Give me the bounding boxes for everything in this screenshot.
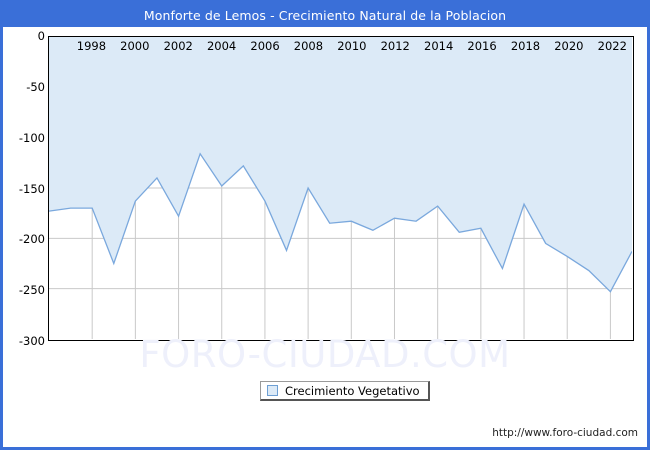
x-tick-label: 2018 <box>510 39 541 53</box>
plot-area <box>48 36 634 341</box>
page-title: Monforte de Lemos - Crecimiento Natural … <box>143 7 507 23</box>
x-tick-label: 1998 <box>76 39 107 53</box>
x-tick-label: 2000 <box>120 39 150 53</box>
x-tick-label: 2008 <box>293 39 324 53</box>
chart-svg <box>49 37 632 339</box>
data-line <box>49 152 632 293</box>
y-tick-label: -250 <box>18 283 45 298</box>
chart-legend[interactable]: Crecimiento Vegetativo <box>260 381 430 401</box>
legend-swatch-icon <box>267 385 278 396</box>
legend-label: Crecimiento Vegetativo <box>285 383 420 398</box>
y-tick-label: -200 <box>18 232 45 247</box>
y-axis-labels: 0 -50 -100 -150 -200 -250 -300 <box>3 3 45 453</box>
window-title-bar: Monforte de Lemos - Crecimiento Natural … <box>3 3 647 27</box>
x-tick-label: 2010 <box>337 39 367 53</box>
x-tick-label: 2002 <box>163 39 193 53</box>
x-tick-label: 2006 <box>250 39 280 53</box>
x-tick-label: 2016 <box>467 39 497 53</box>
x-tick-label: 2020 <box>554 39 584 53</box>
x-tick-label: 2004 <box>206 39 237 53</box>
x-tick-label: 2014 <box>424 39 454 53</box>
x-tick-label: 2022 <box>597 39 627 53</box>
y-tick-label: -50 <box>26 79 45 94</box>
y-tick-label: -150 <box>18 181 45 196</box>
footer-url: http://www.foro-ciudad.com <box>492 427 638 439</box>
area-fill <box>49 37 632 292</box>
y-tick-label: -300 <box>18 334 45 348</box>
y-tick-label: 0 <box>37 29 45 43</box>
y-tick-label: -100 <box>18 130 45 145</box>
x-tick-label: 2012 <box>380 39 410 53</box>
